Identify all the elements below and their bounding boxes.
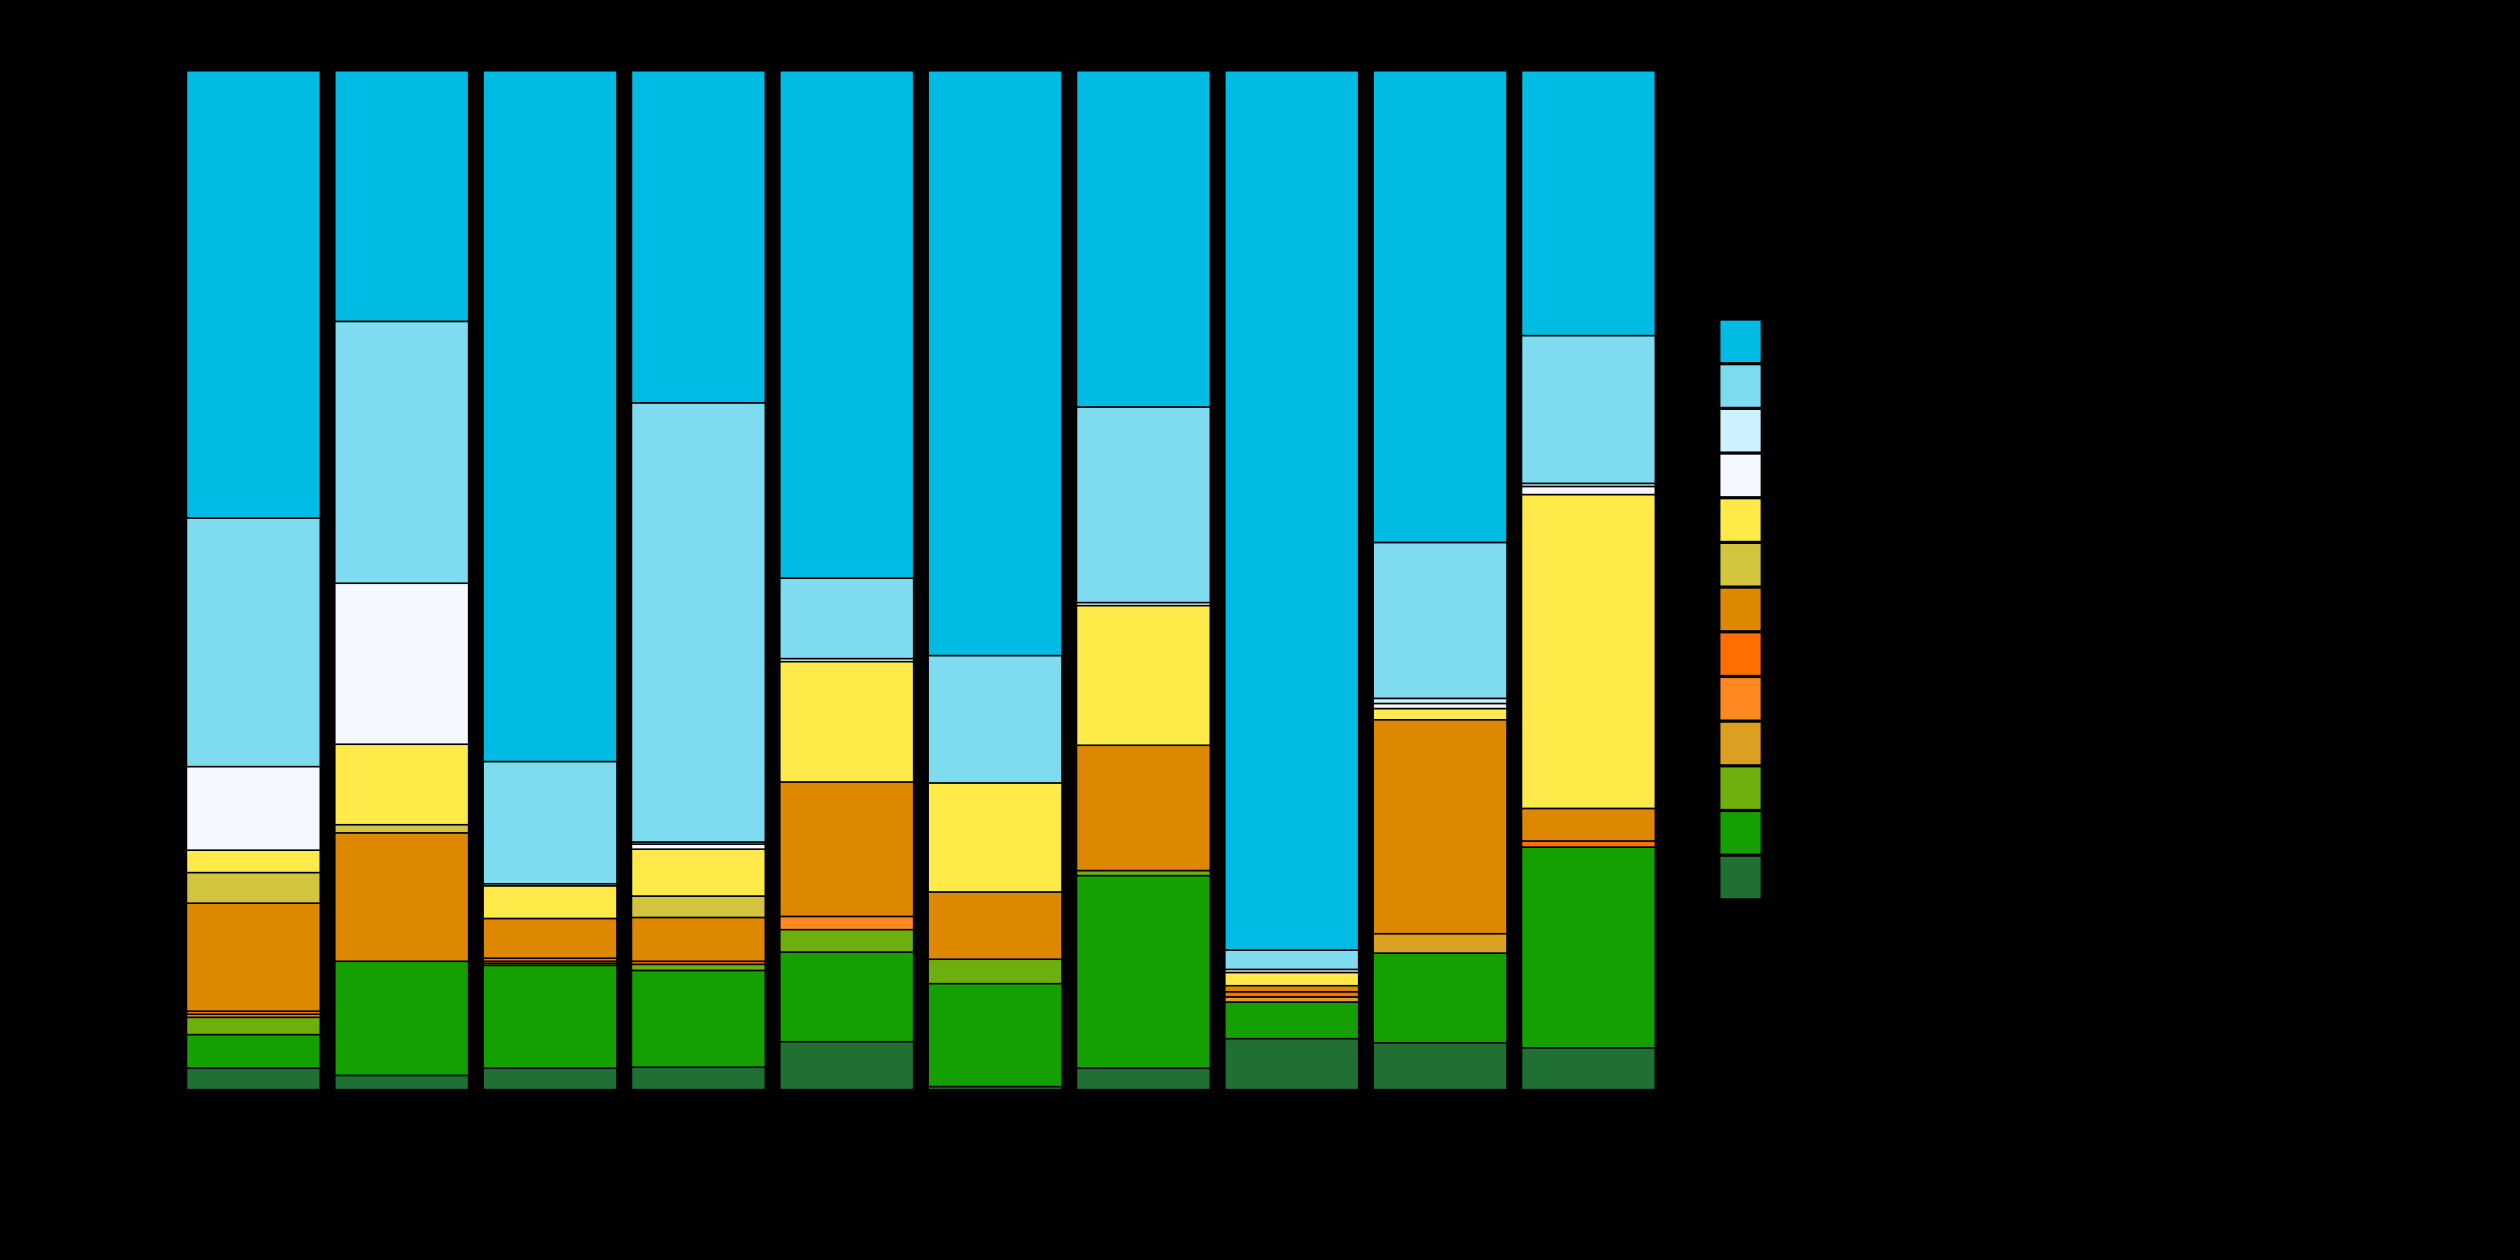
legend-swatch (1718, 408, 1763, 454)
bar-segment (778, 928, 915, 953)
legend-swatch (1718, 810, 1763, 856)
legend-swatch (1718, 676, 1763, 722)
bar-segment (1223, 1037, 1360, 1091)
bar-segment (185, 1033, 322, 1070)
legend-swatch (1718, 765, 1763, 811)
bar-segment (1520, 846, 1657, 1049)
bar-segment (185, 765, 322, 851)
bar-segment (1520, 69, 1657, 337)
bar-segment (1520, 334, 1657, 485)
bar-segment (927, 958, 1063, 985)
bar-segment (778, 660, 915, 783)
bar-segment (333, 743, 470, 826)
bar-segment (1372, 69, 1508, 544)
bar-segment (927, 891, 1063, 961)
bar-segment (1223, 1001, 1360, 1040)
bar-segment (1075, 604, 1212, 747)
bar-segment (333, 69, 470, 323)
bar-segment (482, 917, 618, 960)
bar-segment (1223, 971, 1360, 987)
bar-segment (482, 964, 618, 1070)
bar-segment (1372, 541, 1508, 700)
legend-swatch (1718, 587, 1763, 632)
bar-segment (1520, 485, 1657, 496)
bar-segment (630, 969, 767, 1069)
bar-segment (927, 782, 1063, 893)
bar-segment (333, 1074, 470, 1091)
legend-swatch (1718, 631, 1763, 677)
bar-segment (185, 849, 322, 874)
bar-segment (778, 951, 915, 1043)
bar-segment (482, 760, 618, 885)
bar-segment (630, 402, 767, 843)
bar-segment (1520, 840, 1657, 848)
bar-segment (630, 69, 767, 404)
bar-segment (1223, 984, 1360, 993)
legend-swatch (1718, 319, 1763, 364)
bar-segment (1372, 718, 1508, 935)
bar-segment (1075, 69, 1212, 408)
bar-segment (333, 320, 470, 585)
bar-segment (482, 69, 618, 763)
bar-segment (778, 69, 915, 579)
bar-segment (333, 582, 470, 746)
bar-segment (778, 577, 915, 660)
bar-segment (185, 69, 322, 519)
bar-segment (1223, 949, 1360, 971)
bar-segment (1223, 69, 1360, 951)
legend-swatch (1718, 855, 1763, 900)
bar-segment (1372, 707, 1508, 721)
legend-swatch (1718, 721, 1763, 766)
bar-segment (630, 895, 767, 919)
bar-segment (482, 885, 618, 920)
bar-segment (185, 871, 322, 904)
bar-segment (630, 848, 767, 897)
bar-segment (630, 1066, 767, 1091)
bar-segment (927, 654, 1063, 784)
bar-segment (1372, 1041, 1508, 1091)
bar-segment (927, 982, 1063, 1088)
bar-segment (1520, 807, 1657, 842)
bar-segment (185, 1067, 322, 1091)
bar-segment (1372, 932, 1508, 954)
bar-segment (630, 916, 767, 963)
bar-segment (185, 1016, 322, 1036)
legend-swatch (1718, 453, 1763, 498)
bar-segment (333, 823, 470, 834)
bar-segment (482, 1067, 618, 1091)
legend-swatch (1718, 542, 1763, 588)
bar-segment (1520, 1047, 1657, 1091)
bar-segment (630, 963, 767, 972)
bar-segment (1075, 874, 1212, 1070)
bar-segment (1520, 493, 1657, 810)
bar-segment (333, 960, 470, 1077)
bar-segment (185, 902, 322, 1012)
bar-segment (1372, 952, 1508, 1044)
bar-segment (1075, 406, 1212, 604)
bar-segment (185, 517, 322, 768)
bar-segment (1075, 744, 1212, 872)
legend-swatch (1718, 497, 1763, 543)
bar-segment (1075, 1067, 1212, 1091)
legend-swatch (1718, 363, 1763, 409)
bar-segment (333, 832, 470, 963)
bar-segment (778, 915, 915, 931)
bar-segment (778, 1040, 915, 1091)
bar-segment (778, 781, 915, 918)
bar-segment (927, 69, 1063, 657)
